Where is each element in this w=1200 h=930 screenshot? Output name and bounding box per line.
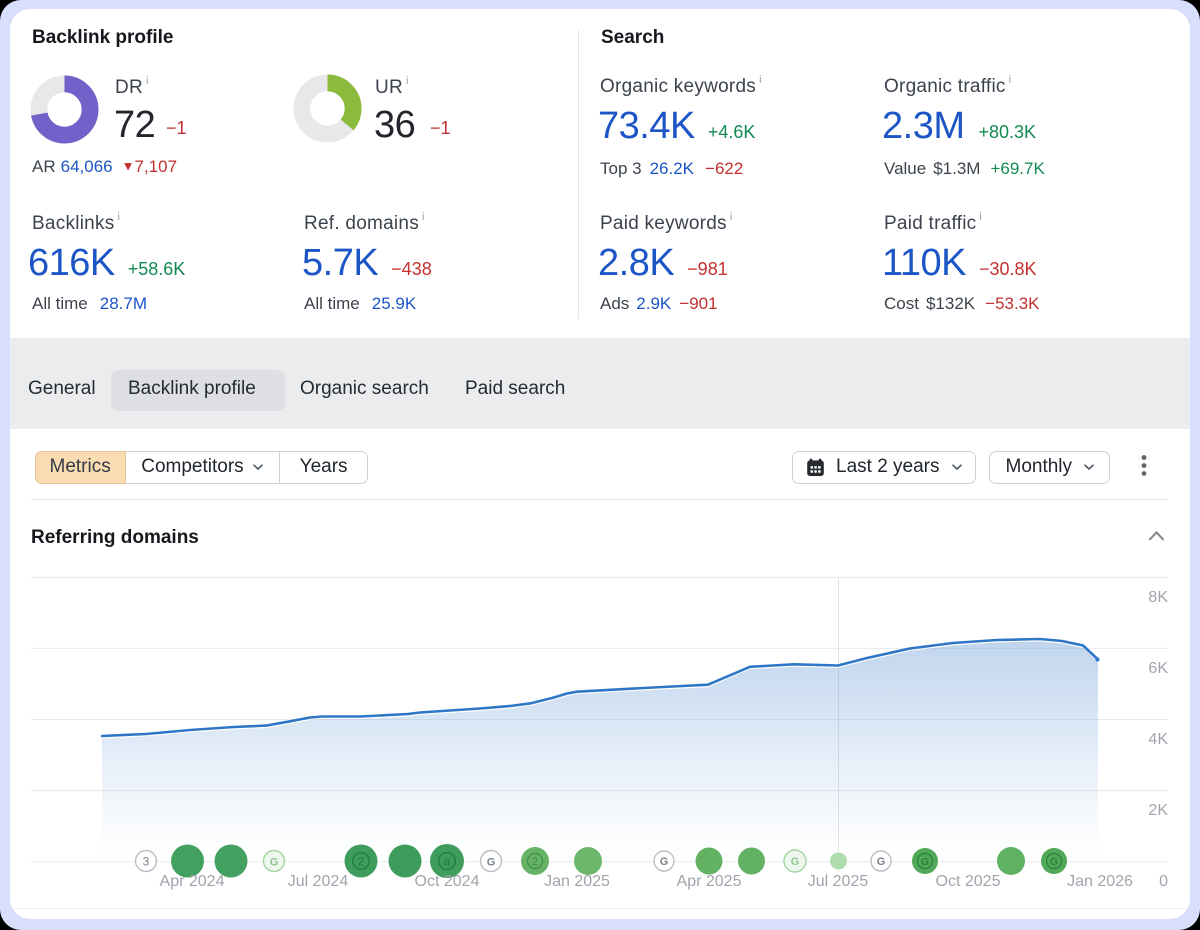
svg-text:G: G [1050,856,1058,868]
svg-text:a: a [444,855,451,869]
svg-text:G: G [791,856,800,868]
svg-text:G: G [487,857,496,869]
svg-text:G: G [921,856,929,868]
svg-text:G: G [660,856,669,868]
svg-text:2: 2 [532,856,538,868]
svg-text:G: G [877,856,886,868]
svg-text:3: 3 [143,855,150,869]
svg-text:2: 2 [358,855,365,869]
svg-text:G: G [270,857,279,869]
